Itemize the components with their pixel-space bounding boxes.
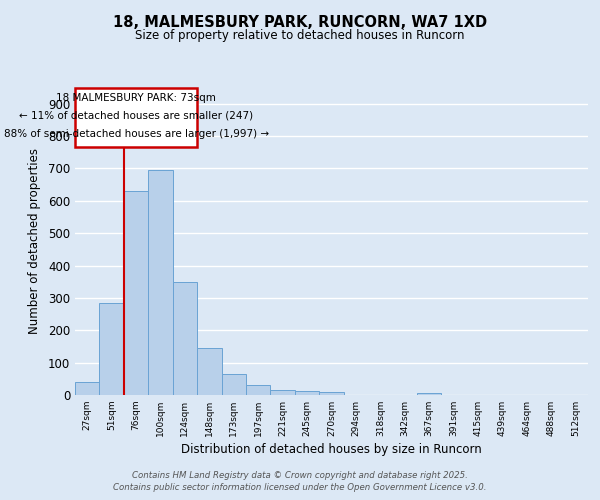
Text: 18, MALMESBURY PARK, RUNCORN, WA7 1XD: 18, MALMESBURY PARK, RUNCORN, WA7 1XD (113, 15, 487, 30)
Text: Contains HM Land Registry data © Crown copyright and database right 2025.: Contains HM Land Registry data © Crown c… (132, 472, 468, 480)
Text: 88% of semi-detached houses are larger (1,997) →: 88% of semi-detached houses are larger (… (4, 129, 269, 139)
Bar (100, 302, 124, 395)
Bar (295, 391, 319, 395)
Y-axis label: Number of detached properties: Number of detached properties (28, 148, 41, 334)
Bar (271, 390, 295, 395)
Text: Contains public sector information licensed under the Open Government Licence v3: Contains public sector information licen… (113, 483, 487, 492)
Bar (319, 392, 344, 395)
Bar (173, 282, 197, 395)
FancyBboxPatch shape (75, 88, 197, 148)
Bar (75, 382, 100, 395)
Text: 18 MALMESBURY PARK: 73sqm: 18 MALMESBURY PARK: 73sqm (56, 93, 216, 103)
X-axis label: Distribution of detached houses by size in Runcorn: Distribution of detached houses by size … (181, 443, 482, 456)
Bar (221, 374, 246, 395)
Bar (417, 394, 442, 395)
Text: Size of property relative to detached houses in Runcorn: Size of property relative to detached ho… (135, 28, 465, 42)
Bar (246, 386, 271, 395)
Text: ← 11% of detached houses are smaller (247): ← 11% of detached houses are smaller (24… (19, 111, 253, 121)
Bar (197, 348, 221, 395)
Bar (124, 191, 148, 395)
Bar (148, 170, 173, 395)
